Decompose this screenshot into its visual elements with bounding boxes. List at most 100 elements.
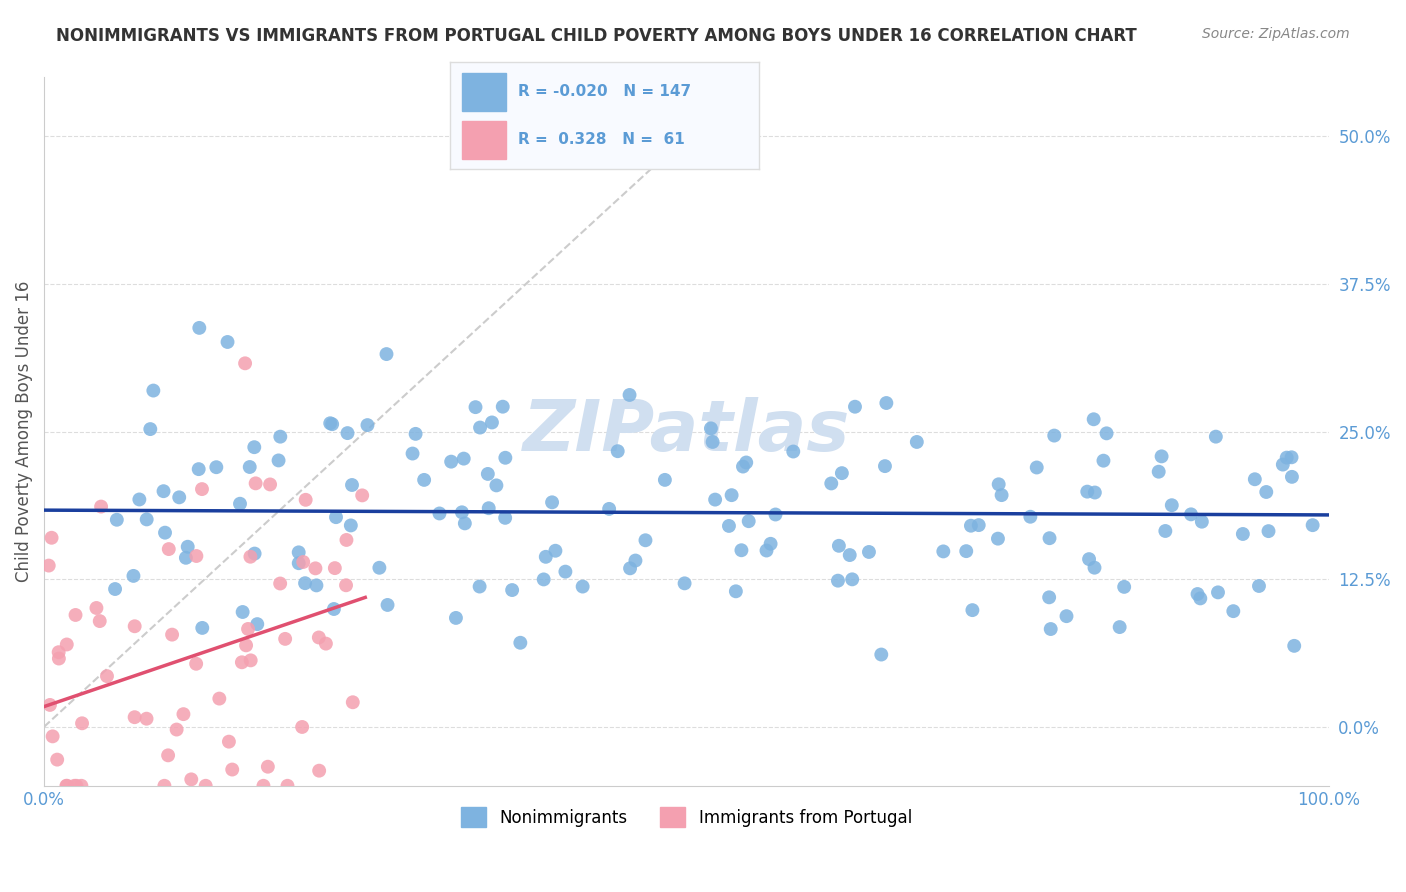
Point [1039, 622, 1062, 636]
Point [738, 514, 761, 528]
Point [494, 511, 516, 525]
Point [205, 460, 228, 475]
Point [90, 500, 112, 514]
Text: ZIPatlas: ZIPatlas [523, 397, 851, 467]
Point [233, 356, 256, 370]
Point [1281, 470, 1303, 484]
Point [56, 779, 79, 793]
Y-axis label: Child Poverty Among Boys Under 16: Child Poverty Among Boys Under 16 [15, 281, 32, 582]
Point [1180, 508, 1202, 522]
Point [342, 695, 364, 709]
Bar [463, 121, 506, 159]
Point [208, 691, 231, 706]
Point [494, 450, 516, 465]
Point [619, 388, 641, 402]
Point [990, 488, 1012, 502]
Point [142, 384, 165, 398]
Point [1206, 585, 1229, 599]
Point [1084, 485, 1107, 500]
Point [368, 561, 391, 575]
Point [1038, 591, 1060, 605]
Text: R = -0.020   N = 147: R = -0.020 N = 147 [517, 84, 692, 99]
Point [291, 720, 314, 734]
Point [352, 488, 374, 502]
Point [451, 505, 474, 519]
Point [252, 779, 274, 793]
Point [730, 543, 752, 558]
Point [38, 558, 60, 573]
Point [704, 492, 727, 507]
Point [239, 549, 262, 564]
Point [571, 580, 593, 594]
Point [967, 518, 990, 533]
Point [1043, 428, 1066, 442]
Point [1150, 450, 1173, 464]
Point [153, 779, 176, 793]
Point [377, 598, 399, 612]
Point [122, 569, 145, 583]
Point [48, 645, 70, 659]
Point [191, 482, 214, 496]
Point [841, 572, 863, 586]
Point [1083, 560, 1105, 574]
Point [654, 473, 676, 487]
Point [478, 501, 501, 516]
Point [1257, 524, 1279, 538]
Point [485, 478, 508, 492]
Point [340, 518, 363, 533]
Point [533, 573, 555, 587]
Point [153, 525, 176, 540]
Point [717, 519, 740, 533]
Point [217, 334, 239, 349]
Point [820, 476, 842, 491]
Point [1147, 465, 1170, 479]
Point [188, 321, 211, 335]
Point [41, 531, 63, 545]
Point [304, 561, 326, 575]
Point [292, 555, 315, 569]
Point [96, 669, 118, 683]
Point [468, 420, 491, 434]
Point [1281, 450, 1303, 465]
Point [1056, 609, 1078, 624]
Bar [463, 73, 506, 111]
Point [464, 400, 486, 414]
Point [186, 549, 208, 563]
Point [905, 434, 928, 449]
Point [554, 565, 576, 579]
Point [619, 561, 641, 575]
Point [236, 622, 259, 636]
Point [269, 576, 291, 591]
Point [1222, 604, 1244, 618]
Point [308, 764, 330, 778]
Point [257, 760, 280, 774]
Point [831, 466, 853, 480]
Point [267, 453, 290, 467]
Point [755, 543, 778, 558]
Point [139, 422, 162, 436]
Point [838, 548, 860, 562]
Point [1275, 450, 1298, 465]
Point [1271, 458, 1294, 472]
Point [962, 603, 984, 617]
Point [1191, 515, 1213, 529]
Point [844, 400, 866, 414]
Point [375, 347, 398, 361]
Point [598, 502, 620, 516]
Point [782, 444, 804, 458]
Text: NONIMMIGRANTS VS IMMIGRANTS FROM PORTUGAL CHILD POVERTY AMONG BOYS UNDER 16 CORR: NONIMMIGRANTS VS IMMIGRANTS FROM PORTUGA… [56, 27, 1137, 45]
Point [124, 710, 146, 724]
Point [245, 476, 267, 491]
Point [429, 507, 451, 521]
Point [735, 455, 758, 469]
Point [308, 631, 330, 645]
Point [180, 772, 202, 787]
Point [70, 779, 93, 793]
Point [1189, 591, 1212, 606]
Point [287, 556, 309, 570]
Point [325, 510, 347, 524]
Point [243, 440, 266, 454]
Point [413, 473, 436, 487]
Point [1095, 426, 1118, 441]
Point [124, 619, 146, 633]
